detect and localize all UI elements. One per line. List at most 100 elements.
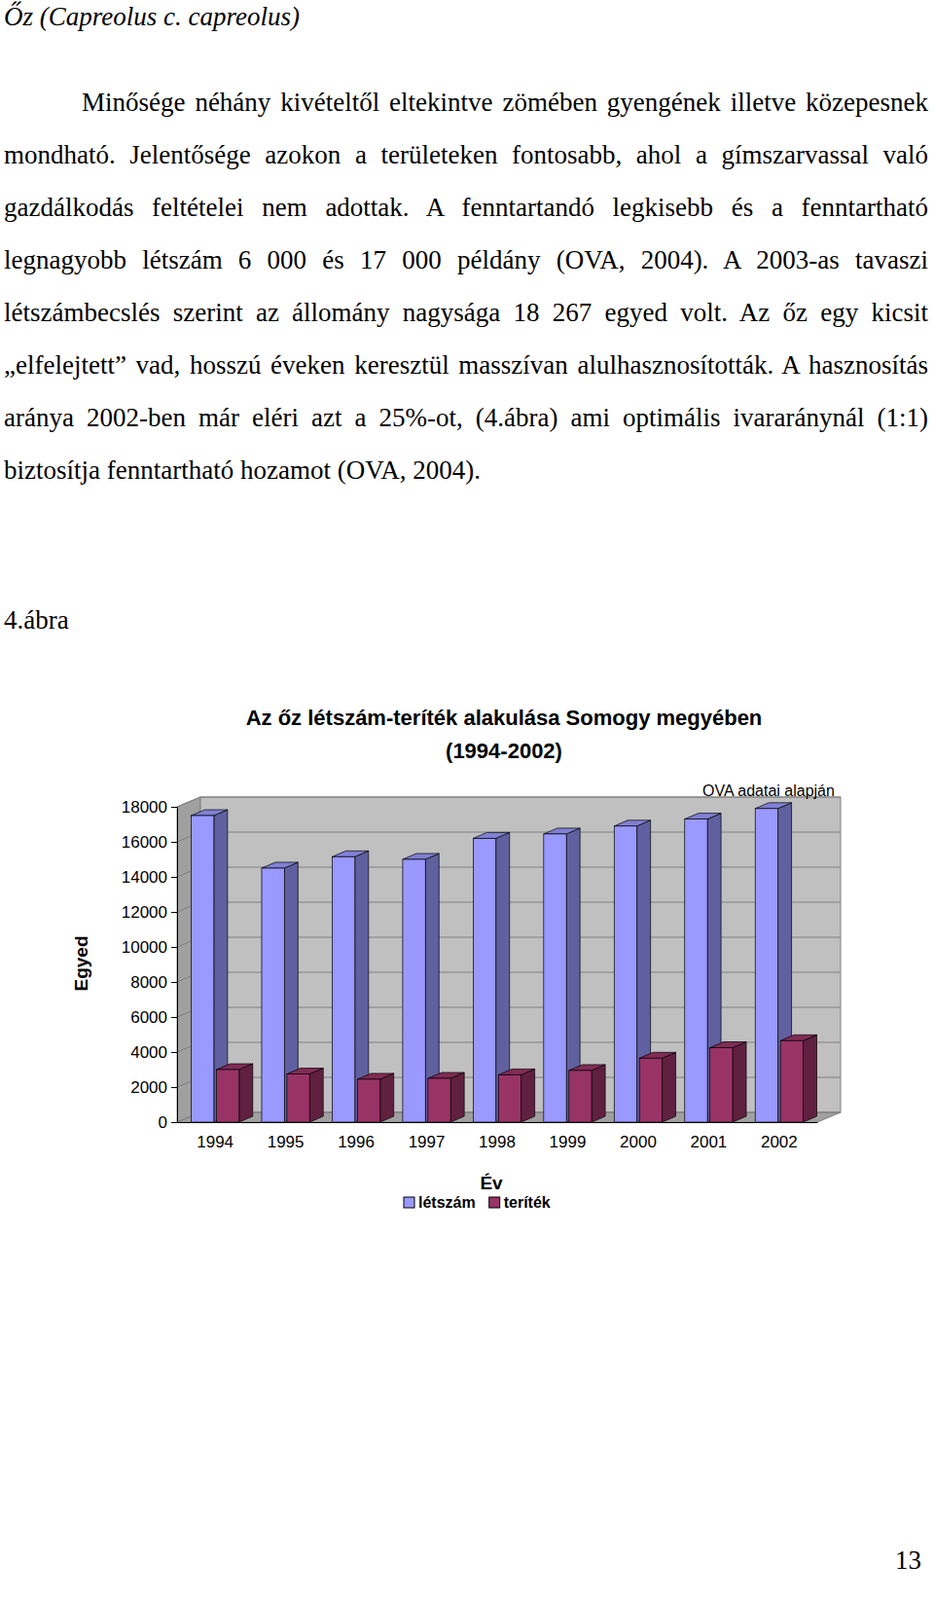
y-tick: 14000 — [121, 867, 178, 887]
y-tick: 6000 — [130, 1007, 178, 1027]
y-axis-title: Egyed — [71, 934, 92, 991]
bar — [190, 815, 214, 1122]
x-tick-label: 2002 — [760, 1132, 798, 1151]
bar — [498, 1074, 521, 1122]
page-number: 13 — [895, 1544, 922, 1576]
bar-top — [639, 1051, 676, 1058]
annotation: OVA adatai alapján — [702, 782, 835, 799]
y-tick-label: 4000 — [130, 1042, 168, 1062]
y-tick-label: 18000 — [121, 797, 168, 817]
bar — [543, 833, 567, 1122]
legend-swatch — [489, 1196, 501, 1208]
y-tick: 10000 — [121, 937, 178, 957]
bar — [287, 1074, 310, 1123]
bar-side — [380, 1073, 395, 1122]
chart: 0 2000 4000 6000 8000 10000 12000 14000 16000 180… — [0, 0, 934, 1600]
bar-top — [287, 1068, 324, 1075]
bar-top — [357, 1073, 394, 1079]
y-tick-mark — [171, 876, 178, 878]
y-tick-mark — [171, 1121, 178, 1123]
bar — [472, 837, 496, 1122]
bar-top — [261, 862, 298, 868]
legend-label: létszám — [418, 1193, 476, 1211]
x-axis-title: Év — [479, 1172, 503, 1193]
bar-top — [215, 1063, 252, 1070]
y-tick-label: 14000 — [121, 867, 168, 887]
y-tick: 12000 — [121, 902, 178, 922]
bar-side — [239, 1063, 253, 1122]
bars — [190, 802, 817, 1122]
y-tick: 2000 — [130, 1077, 178, 1097]
x-tick-label: 1995 — [267, 1132, 305, 1151]
legend-label: teríték — [503, 1193, 551, 1211]
bar — [215, 1069, 239, 1122]
x-tick-label: 1996 — [337, 1132, 375, 1151]
y-tick-mark — [171, 981, 178, 983]
bar-top — [331, 850, 368, 857]
bar — [261, 867, 285, 1122]
x-axis: 1994 1995 1996 1997 1998 1999 2000 2001 2002 — [178, 1121, 819, 1151]
chart-title: Az őz létszám-teríték alakulása Somogy m… — [246, 705, 763, 763]
y-tick-mark — [171, 806, 178, 808]
legend: létszám teríték — [403, 1193, 551, 1211]
bar — [684, 819, 708, 1122]
bar-side — [662, 1051, 677, 1122]
bar — [428, 1077, 451, 1122]
bar-side — [521, 1068, 536, 1122]
y-tick-label: 16000 — [121, 832, 168, 852]
x-tick: 1997 — [408, 1121, 446, 1151]
x-tick: 1996 — [337, 1121, 375, 1151]
x-tick: 1995 — [267, 1121, 305, 1151]
legend-swatch — [403, 1196, 415, 1208]
bar-side — [732, 1041, 747, 1123]
bar-top — [780, 1034, 817, 1041]
y-tick-mark — [171, 841, 178, 843]
y-tick-mark — [171, 946, 178, 948]
y-tick: 16000 — [121, 832, 178, 852]
x-tick: 1998 — [478, 1121, 516, 1151]
paragraph: Minősége néhány kivételtől eltekintve zö… — [3, 75, 929, 497]
y-tick-label: 12000 — [121, 902, 168, 922]
x-tick-label: 1994 — [196, 1132, 234, 1151]
bar-side — [309, 1068, 324, 1123]
y-tick: 8000 — [130, 972, 178, 992]
x-tick: 1999 — [549, 1121, 587, 1151]
x-tick-label: 1997 — [408, 1132, 446, 1151]
x-tick-label: 2000 — [619, 1132, 657, 1151]
heading: Őz (Capreolus c. capreolus) — [3, 1, 300, 33]
bar — [710, 1047, 733, 1123]
y-tick-label: 0 — [158, 1113, 168, 1132]
bar-side — [450, 1072, 465, 1122]
y-axis: 0 2000 4000 6000 8000 10000 12000 14000 16000 180… — [121, 797, 179, 1132]
bar — [357, 1078, 380, 1122]
bar-top — [543, 827, 580, 834]
bar — [331, 856, 355, 1122]
y-tick-mark — [171, 1086, 178, 1088]
x-tick: 2001 — [689, 1121, 727, 1151]
y-tick-mark — [171, 911, 178, 913]
x-axis-line — [178, 1121, 819, 1123]
figure-label: 4.ábra — [3, 605, 70, 636]
bar-top — [428, 1072, 465, 1078]
x-tick-label: 1999 — [549, 1132, 587, 1151]
y-tick: 18000 — [121, 797, 178, 817]
bar-top — [498, 1068, 535, 1075]
y-tick: 4000 — [130, 1042, 178, 1062]
bar-top — [190, 809, 227, 816]
x-tick-label: 2001 — [689, 1132, 727, 1151]
bar — [639, 1057, 662, 1122]
bar-top — [472, 831, 509, 838]
bar — [780, 1040, 803, 1122]
grid — [177, 796, 841, 1122]
bar-side — [803, 1034, 818, 1122]
y-tick-label: 2000 — [130, 1077, 168, 1097]
bar-top — [710, 1041, 747, 1048]
bar-top — [613, 820, 650, 827]
bar — [754, 808, 778, 1122]
y-tick-label: 8000 — [130, 972, 168, 992]
bar-top — [402, 853, 439, 860]
x-tick: 1994 — [196, 1121, 234, 1151]
y-tick-label: 10000 — [121, 937, 168, 957]
bar-top — [754, 802, 791, 809]
bar — [569, 1070, 592, 1122]
